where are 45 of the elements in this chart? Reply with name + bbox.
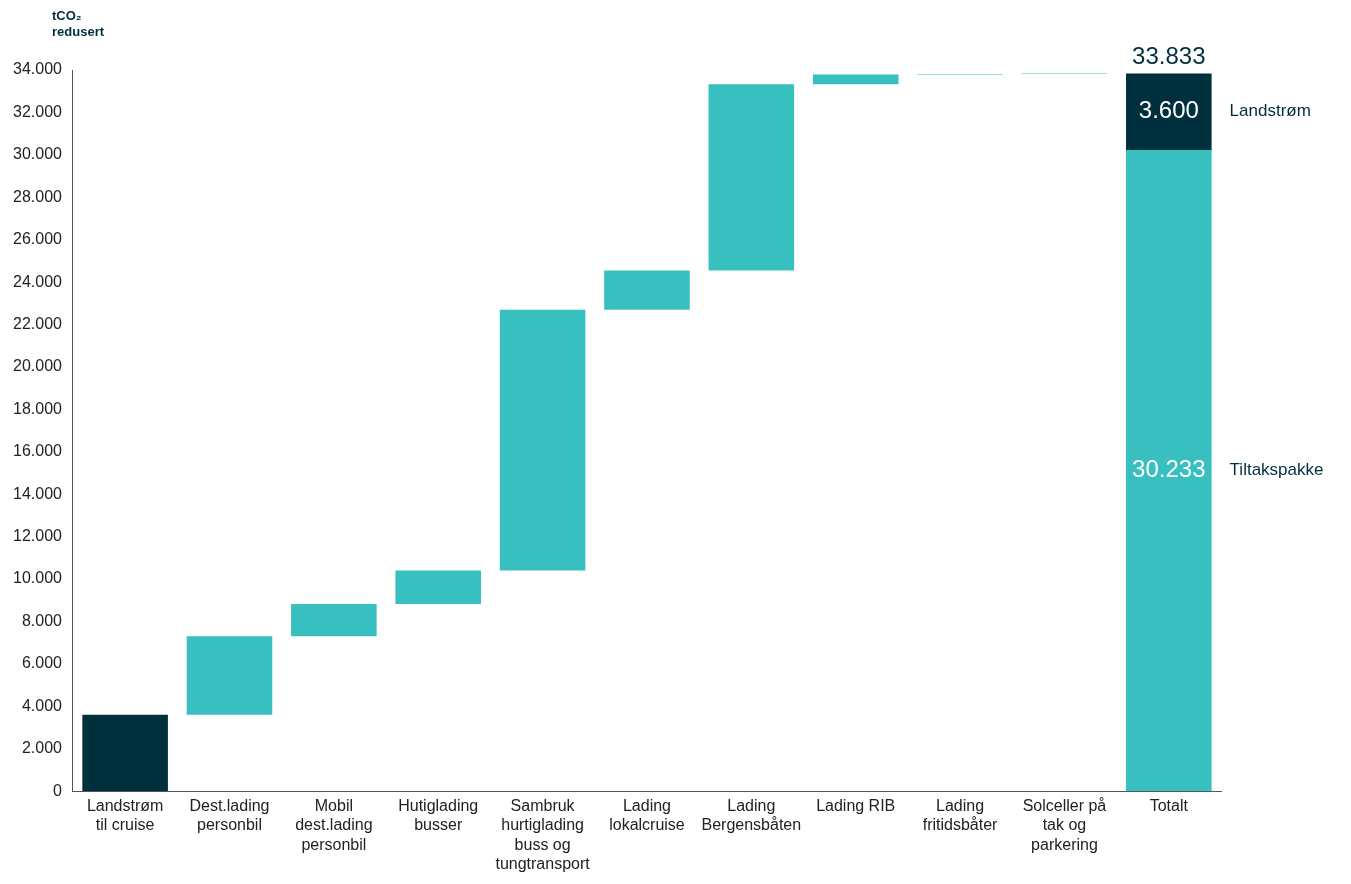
series-label: Tiltakspakke <box>1229 460 1324 480</box>
y-tick-label: 10.000 <box>13 569 63 587</box>
x-tick-label: Totalt <box>1149 797 1189 815</box>
y-tick-label: 30.000 <box>13 145 63 163</box>
x-tick-label: Lading lokalcruise <box>609 797 685 834</box>
bar <box>291 603 377 637</box>
x-tick-label: Lading Bergensbåten <box>701 797 802 834</box>
total-label: 33.833 <box>1132 42 1206 70</box>
y-axis-title: tCO₂ redusert <box>52 8 106 40</box>
y-tick-label: 6.000 <box>21 654 63 672</box>
y-tick-label: 8.000 <box>21 611 63 629</box>
bar <box>1126 149 1212 792</box>
y-tick-label: 12.000 <box>13 527 63 545</box>
y-tick-label: 0 <box>53 781 63 799</box>
bar <box>1126 73 1212 150</box>
x-tick-label: Lading fritidsbåter <box>922 797 999 834</box>
bar <box>499 309 586 571</box>
data-label: 30.233 <box>1132 455 1206 483</box>
x-tick-label: Sambruk hurtiglading buss og tungtransport <box>495 797 591 872</box>
y-tick-label: 26.000 <box>13 230 63 248</box>
y-tick-label: 20.000 <box>13 357 63 375</box>
bar <box>82 714 168 792</box>
y-tick-label: 32.000 <box>13 102 63 120</box>
x-tick-label: Lading RIB <box>816 797 896 815</box>
y-tick-label: 22.000 <box>13 314 63 332</box>
bar <box>604 270 690 310</box>
y-tick-label: 2.000 <box>21 739 63 757</box>
bar <box>186 636 273 715</box>
y-tick-label: 34.000 <box>13 60 63 78</box>
bar <box>812 74 899 85</box>
y-tick-label: 4.000 <box>21 696 63 714</box>
y-tick-label: 16.000 <box>13 442 63 460</box>
y-tick-label: 18.000 <box>13 399 63 417</box>
x-tick-label: Solceller på tak og parkering <box>1022 797 1107 853</box>
bar <box>708 84 795 271</box>
data-label: 3.600 <box>1138 96 1199 124</box>
bar <box>395 570 482 604</box>
y-tick-label: 14.000 <box>13 484 63 502</box>
y-tick-label: 28.000 <box>13 187 63 205</box>
series-label: Landstrøm <box>1229 101 1311 121</box>
x-tick-label: Hutiglading busser <box>398 797 479 834</box>
y-tick-label: 24.000 <box>13 272 63 290</box>
x-tick-label: Mobil dest.lading personbil <box>295 797 373 853</box>
x-tick-label: Landstrøm til cruise <box>86 797 164 834</box>
x-tick-label: Dest.lading personbil <box>189 797 270 834</box>
